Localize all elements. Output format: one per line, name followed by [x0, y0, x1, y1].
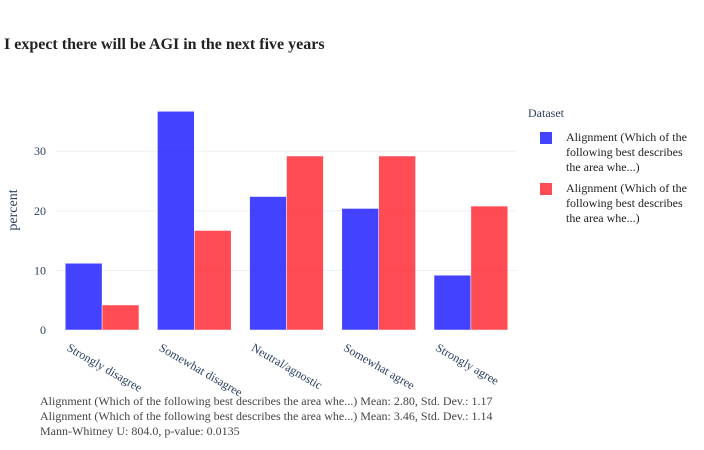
bar-series2-2[interactable]	[286, 155, 324, 331]
x-tick-label: Strongly agree	[433, 340, 501, 387]
bar-series2-1[interactable]	[194, 230, 232, 331]
bar-series1-2[interactable]	[249, 196, 287, 331]
y-tick-label: 30	[34, 144, 46, 158]
stats-annotations: Alignment (Which of the following best d…	[40, 394, 492, 439]
chart-title: I expect there will be AGI in the next f…	[4, 36, 325, 53]
legend: Dataset Alignment (Which of the followin…	[528, 106, 698, 232]
y-tick-label: 0	[40, 323, 46, 337]
x-tick-label: Neutral/agnostic	[249, 340, 325, 392]
legend-title: Dataset	[528, 106, 564, 120]
stats-line-2: Alignment (Which of the following best d…	[40, 409, 493, 423]
y-tick-labels: 0 10 20 30	[34, 144, 46, 337]
legend-swatch-blue	[540, 132, 552, 144]
x-tick-labels: Strongly disagree Somewhat disagree Neutra…	[65, 340, 502, 399]
x-tick-label: Somewhat agree	[341, 340, 417, 392]
bar-series1-0[interactable]	[64, 263, 103, 331]
legend-swatch-red	[540, 183, 552, 195]
stats-line-1: Alignment (Which of the following best d…	[40, 394, 493, 408]
bar-series2-0[interactable]	[101, 304, 140, 331]
bar-series1-3[interactable]	[341, 208, 379, 331]
x-tick-label: Strongly disagree	[65, 340, 145, 394]
stats-line-3: Mann-Whitney U: 804.0, p-value: 0.0135	[40, 424, 240, 438]
bars	[64, 111, 509, 331]
y-tick-label: 20	[34, 204, 46, 218]
legend-label-1: Alignment (Which of the following best d…	[566, 130, 687, 174]
legend-item-2[interactable]: Alignment (Which of the following best d…	[528, 181, 698, 226]
legend-label-2: Alignment (Which of the following best d…	[566, 181, 687, 225]
y-axis-label: percent	[6, 189, 21, 230]
bar-series1-1[interactable]	[157, 111, 195, 331]
legend-item-1[interactable]: Alignment (Which of the following best d…	[528, 130, 698, 175]
bar-series2-3[interactable]	[378, 155, 416, 331]
bar-series2-4[interactable]	[470, 205, 509, 331]
x-tick-label: Somewhat disagree	[157, 340, 245, 399]
y-tick-label: 10	[34, 263, 46, 277]
bar-series1-4[interactable]	[433, 274, 472, 331]
